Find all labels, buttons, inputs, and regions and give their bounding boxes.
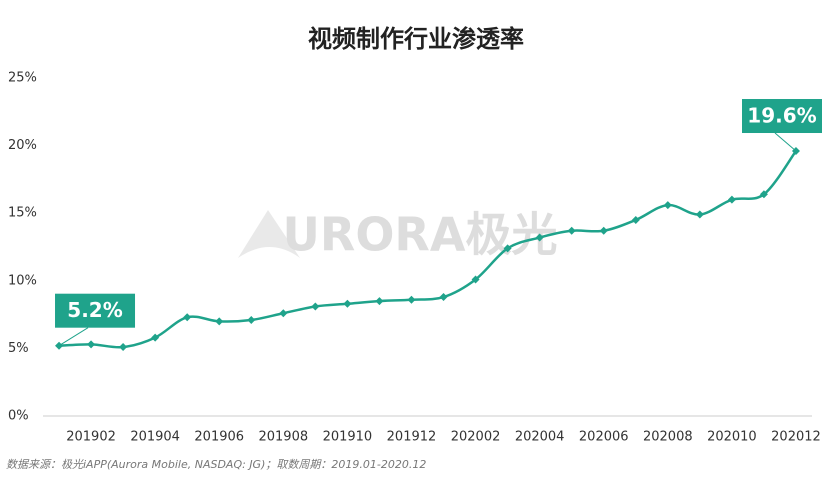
source-note: 数据来源：极光iAPP(Aurora Mobile, NASDAQ: JG)；取… [6, 458, 426, 471]
x-tick-label: 202004 [515, 430, 565, 445]
y-tick-label: 25% [8, 71, 37, 86]
point [503, 244, 512, 253]
point [151, 333, 160, 342]
point [87, 340, 96, 349]
y-tick-label: 15% [8, 206, 37, 221]
watermark-logo [238, 210, 300, 258]
y-tick-label: 20% [8, 138, 37, 153]
point [215, 317, 224, 326]
label-pointer [58, 327, 89, 347]
point [407, 295, 416, 304]
point [375, 297, 384, 306]
point [247, 316, 256, 325]
x-tick-label: 201912 [387, 430, 437, 445]
y-tick-label: 5% [8, 341, 29, 356]
point [727, 195, 736, 204]
point [471, 275, 480, 284]
watermark: URORA极光 [283, 208, 558, 262]
point [311, 302, 320, 311]
y-tick-label: 10% [8, 273, 37, 288]
point [759, 190, 768, 199]
x-tick-label: 201908 [258, 430, 308, 445]
x-tick-label: 201910 [323, 430, 373, 445]
point [439, 293, 448, 302]
point [663, 201, 672, 210]
point [343, 299, 352, 308]
x-tick-label: 202006 [579, 430, 629, 445]
x-tick-label: 202002 [451, 430, 501, 445]
y-tick-label: 0% [8, 409, 29, 424]
value-label-box [55, 293, 136, 328]
point [183, 313, 192, 322]
value-label: 5.2% [67, 298, 122, 322]
x-tick-label: 201904 [130, 430, 180, 445]
label-pointer [774, 132, 797, 152]
point [535, 233, 544, 242]
x-tick-label: 202012 [771, 430, 821, 445]
point [119, 343, 128, 352]
point [599, 226, 608, 235]
point [279, 309, 288, 318]
x-tick-label: 202010 [707, 430, 757, 445]
point [695, 210, 704, 219]
value-label-box [742, 99, 822, 134]
value-label: 19.6% [747, 104, 816, 128]
x-tick-label: 201906 [194, 430, 244, 445]
chart-title: 视频制作行业渗透率 [308, 25, 524, 53]
x-tick-label: 201902 [66, 430, 116, 445]
point [631, 215, 640, 224]
x-tick-label: 202008 [643, 430, 693, 445]
point [567, 226, 576, 235]
